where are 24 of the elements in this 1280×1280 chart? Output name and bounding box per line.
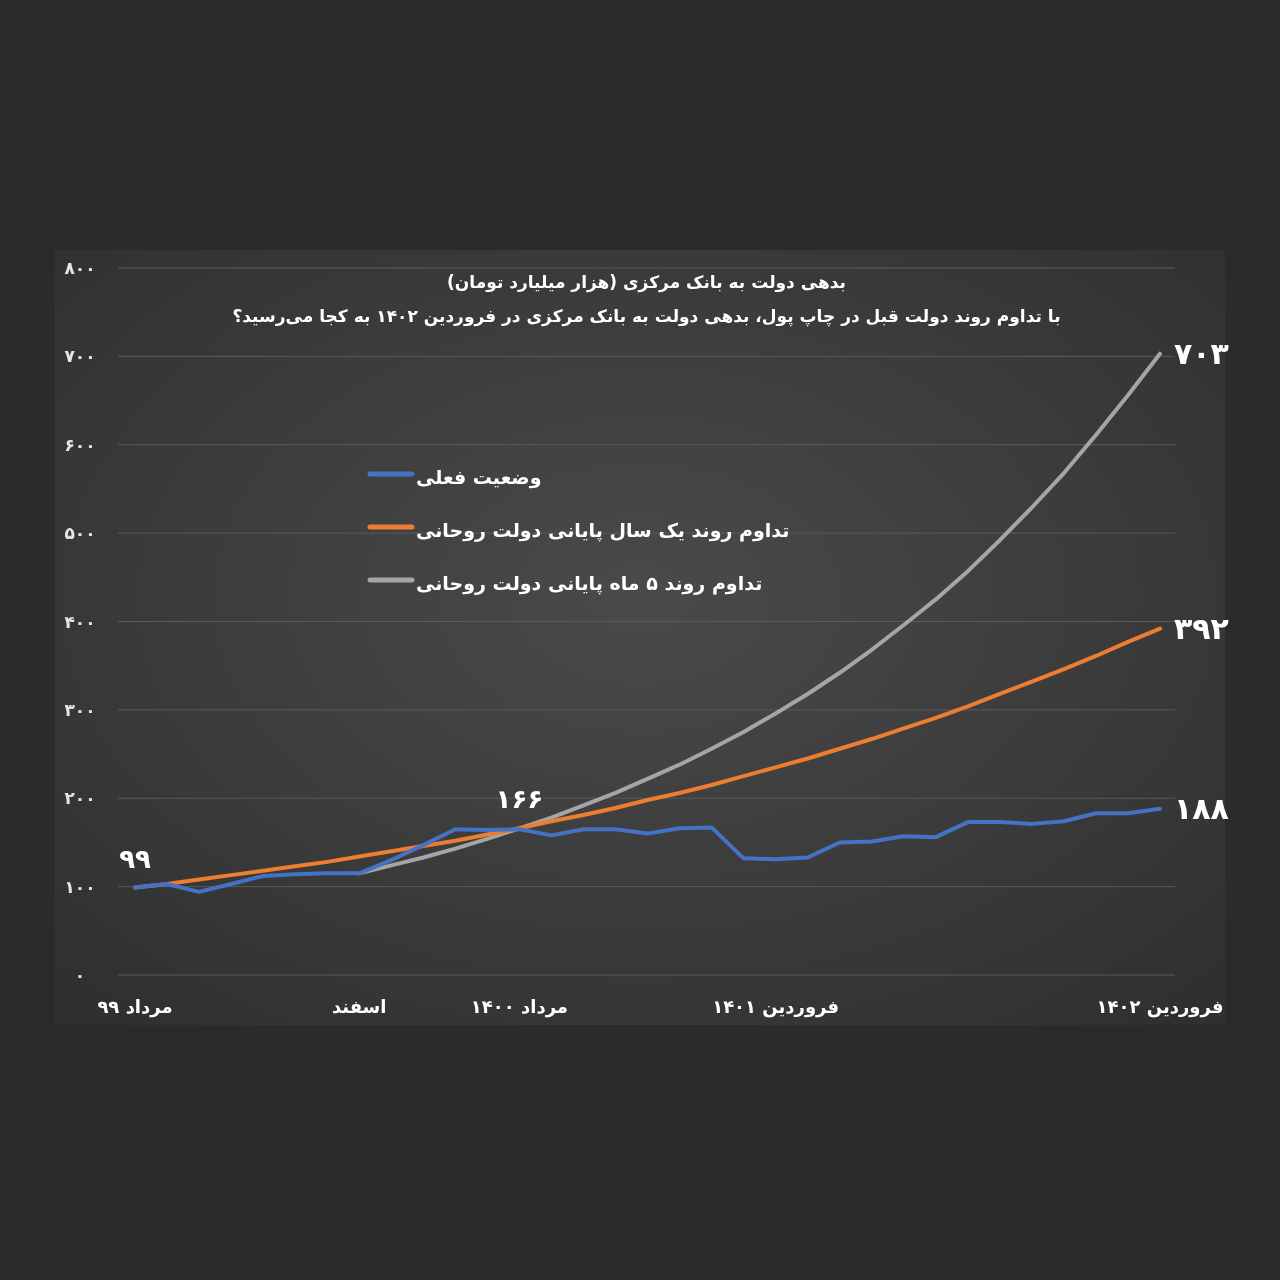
y-tick-label: ۴۰۰ [64, 611, 96, 632]
y-tick-label: ۲۰۰ [64, 788, 96, 809]
y-tick-label: ۵۰۰ [64, 523, 96, 544]
data-label: ۷۰۳ [1174, 335, 1229, 371]
data-label: ۳۹۲ [1174, 610, 1229, 646]
annotation: ۱۶۶ [495, 784, 544, 815]
y-tick-label: ۰ [74, 965, 86, 985]
annotation: ۹۹ [119, 843, 151, 874]
x-tick-label: فروردین ۱۴۰۲ [1096, 996, 1224, 1018]
x-tick-label: فروردین ۱۴۰۱ [712, 996, 840, 1018]
legend-label: وضعیت فعلی [416, 466, 542, 489]
y-tick-label: ۳۰۰ [64, 699, 96, 720]
chart-title: بدهی دولت به بانک مرکزی (هزار میلیارد تومان) [447, 272, 846, 293]
y-tick-label: ۸۰۰ [64, 258, 96, 278]
data-label: ۱۸۸ [1174, 790, 1229, 826]
legend-label: تداوم روند ۵ ماه پایانی دولت روحانی [416, 572, 763, 595]
y-tick-label: ۷۰۰ [64, 346, 96, 367]
x-tick-label: مرداد ۱۴۰۰ [470, 996, 568, 1018]
x-tick-label: اسفند [331, 996, 387, 1017]
y-tick-label: ۱۰۰ [64, 876, 96, 897]
x-tick-label: مرداد ۹۹ [97, 996, 173, 1018]
y-tick-label: ۶۰۰ [64, 434, 96, 455]
text: با تداوم روند دولت قبل در چاپ پول، بدهی دولت به بانک مرکزی در فروردین ۱۴۰۲ به کجا می‌رسید؟ [232, 306, 1061, 327]
legend-label: تداوم روند یک سال پایانی دولت روحانی [416, 519, 790, 542]
